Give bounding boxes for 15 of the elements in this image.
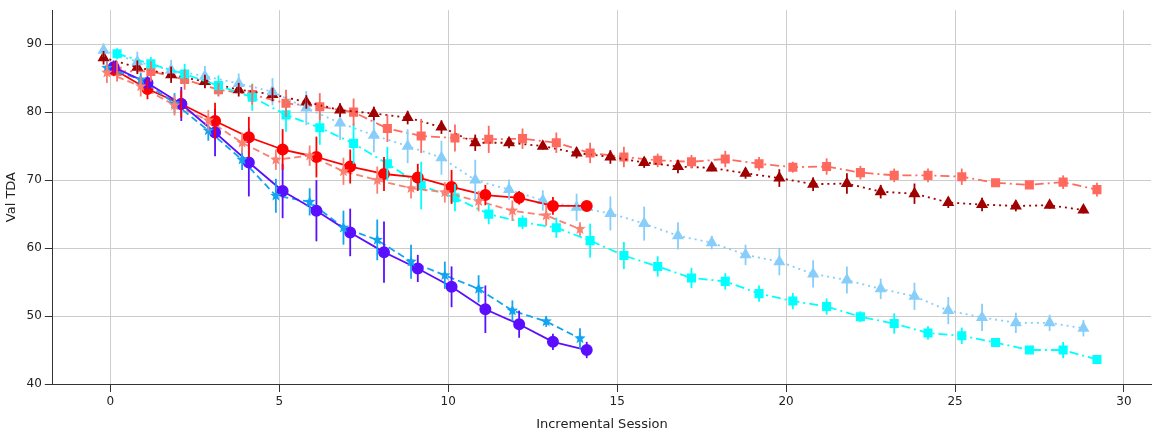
y-tick-label: 40 <box>26 376 42 391</box>
x-tick-label: 30 <box>1116 394 1132 409</box>
y-axis-title: Val TDA <box>3 171 19 223</box>
x-tick-label: 15 <box>609 394 625 409</box>
y-tick-label: 80 <box>26 104 42 119</box>
x-tick-label: 25 <box>947 394 963 409</box>
x-tick-label: 10 <box>440 394 456 409</box>
x-tick-label: 20 <box>778 394 794 409</box>
y-tick-label: 90 <box>26 36 42 51</box>
x-tick-label: 5 <box>275 394 284 409</box>
x-tick-label: 0 <box>106 394 115 409</box>
y-tick-label: 60 <box>26 240 42 255</box>
x-axis-title: Incremental Session <box>536 415 668 431</box>
y-tick-label: 50 <box>26 308 42 323</box>
y-tick-label: 70 <box>26 172 42 187</box>
